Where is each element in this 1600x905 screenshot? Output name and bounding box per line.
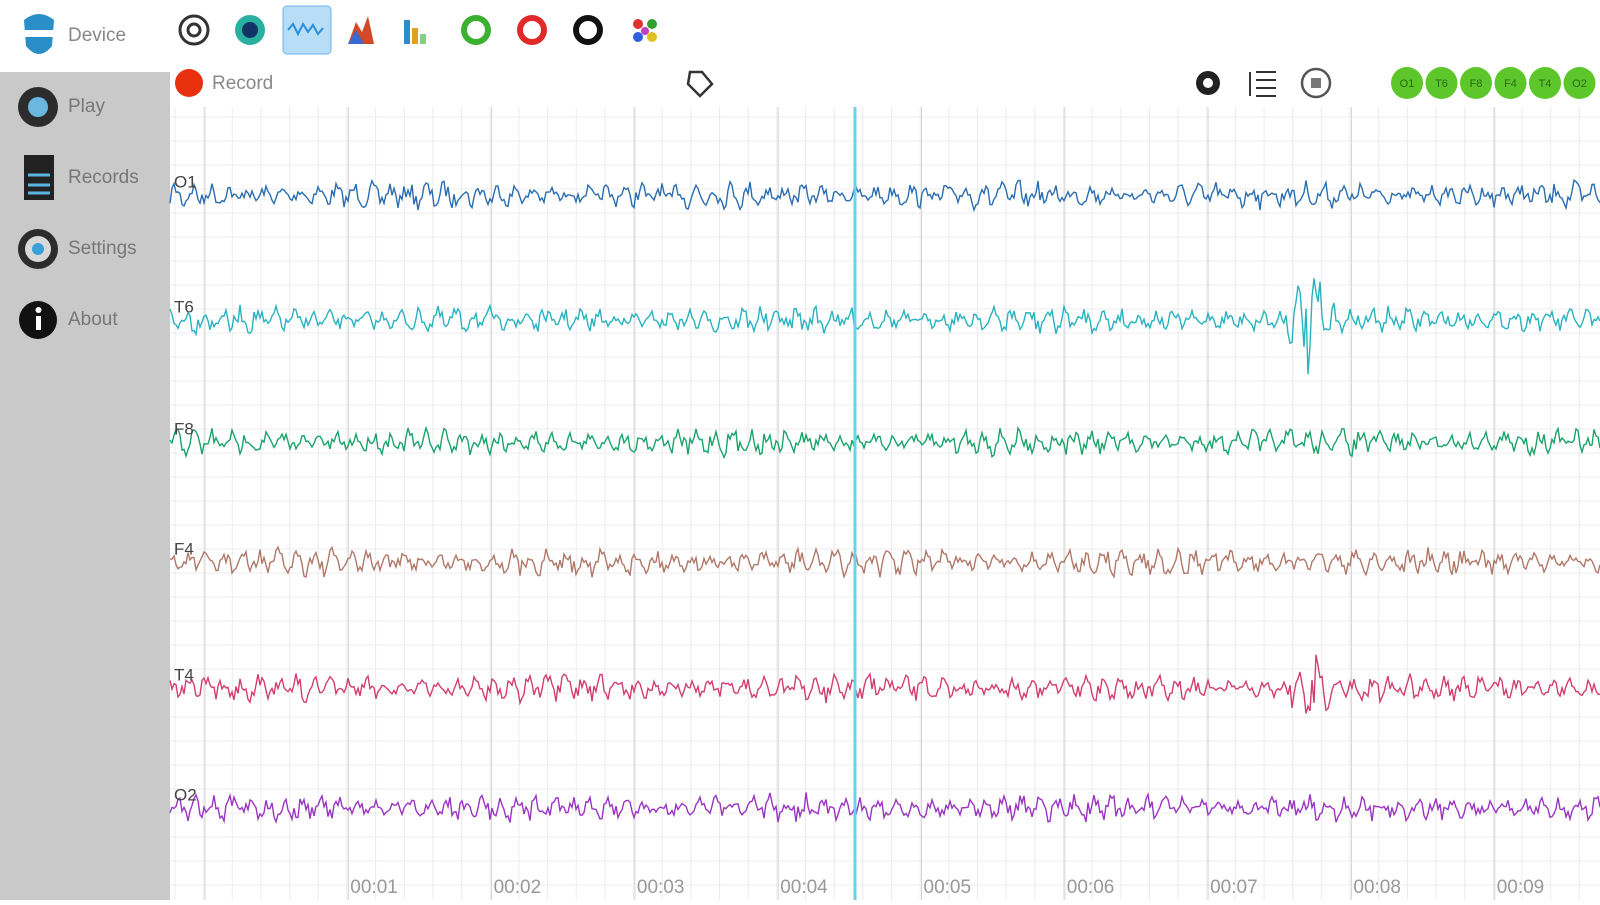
channel-chip[interactable] [1460,67,1492,99]
channel-label: O1 [174,172,197,191]
channel-chip[interactable] [1563,67,1596,99]
eeg-traces: O1 T6 F8 F4 T4 O2 [169,172,1600,825]
time-label: 00:07 [1210,877,1258,898]
chip-label: O1 [1400,78,1415,90]
tag-icon[interactable] [686,70,714,98]
eeg-trace [169,545,1600,580]
eeg-trace [169,791,1600,825]
chip-label: T4 [1539,78,1552,90]
device-button[interactable]: Device [24,14,126,54]
channel-label: F4 [174,539,194,558]
time-label: 00:04 [780,877,828,898]
chip-label: F4 [1504,78,1517,90]
settings-icon [18,229,58,269]
channel-chip[interactable] [1425,67,1458,99]
eeg-trace [169,654,1600,714]
chip-label: F8 [1470,78,1483,90]
sidebar-item[interactable]: Play [68,96,105,117]
channel-chip[interactable] [1494,67,1527,99]
channel-label: T4 [174,665,194,684]
stop-icon[interactable] [1300,67,1332,99]
time-label: 00:03 [637,877,685,898]
record-label: Record [212,73,273,94]
toolbar-icons[interactable] [178,5,657,55]
time-label: 00:05 [924,877,972,898]
about-icon [19,301,57,339]
chip-label: T6 [1435,78,1448,90]
list-icon[interactable] [1249,71,1276,97]
eeg-trace [169,178,1600,213]
time-label: 00:08 [1353,877,1401,898]
settings-gear[interactable] [1196,71,1220,95]
sidebar-item[interactable]: Settings [68,238,137,259]
sidebar-item[interactable]: Records [68,167,139,188]
time-label: 00:01 [350,877,398,898]
sidebar [0,72,170,900]
eeg-trace [169,425,1600,460]
record-dot [175,69,203,97]
device-label: Device [68,25,126,46]
time-label: 00:06 [1067,877,1115,898]
chip-label: O2 [1572,78,1587,90]
channel-label: T6 [174,297,194,316]
time-label: 00:02 [494,877,542,898]
channel-chip[interactable] [1391,67,1423,99]
channel-label: F8 [174,419,194,438]
chart-grid: 00:01 00:02 00:03 00:04 00:05 00:06 00:07 00:08… [170,107,1600,900]
time-label: 00:09 [1497,877,1545,898]
play-icon [18,87,58,127]
channel-chip[interactable] [1529,67,1561,99]
record-button[interactable]: Record [175,69,273,97]
device-icon-band [24,30,54,37]
eeg-trace [169,278,1600,375]
channel-label: O2 [174,785,197,804]
sidebar-item[interactable]: About [68,309,118,330]
records-icon [24,155,54,200]
